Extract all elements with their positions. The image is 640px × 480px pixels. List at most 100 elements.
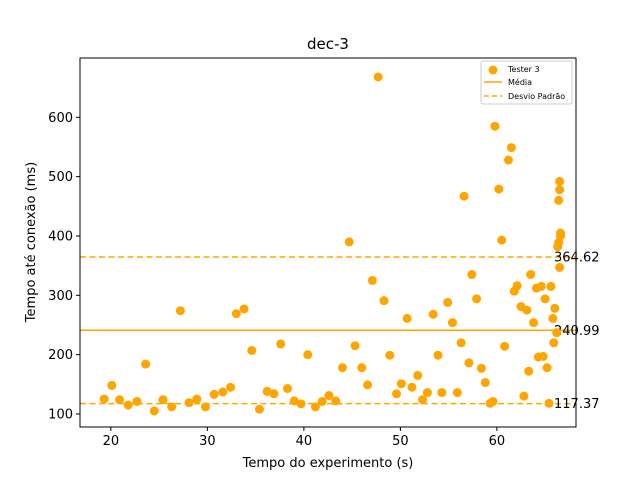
axes: 20 30 40 50 60 100 200 300 400 500 600 bbox=[48, 111, 505, 449]
data-point bbox=[490, 121, 500, 131]
data-point bbox=[459, 191, 469, 201]
data-point bbox=[536, 281, 546, 291]
data-point bbox=[344, 237, 354, 247]
data-point bbox=[367, 275, 377, 285]
y-tick-label: 500 bbox=[48, 170, 73, 185]
data-point bbox=[550, 303, 560, 313]
data-point bbox=[317, 396, 327, 406]
data-point bbox=[413, 370, 423, 380]
data-point bbox=[542, 363, 552, 373]
data-point bbox=[107, 380, 117, 390]
data-point bbox=[396, 379, 406, 389]
data-point bbox=[480, 378, 490, 388]
data-point bbox=[132, 396, 142, 406]
data-point bbox=[546, 281, 556, 291]
data-point bbox=[443, 297, 453, 307]
data-point bbox=[167, 402, 177, 412]
data-point bbox=[184, 398, 194, 408]
data-point bbox=[526, 270, 536, 280]
legend-label-media: Média bbox=[508, 77, 532, 87]
data-point bbox=[392, 389, 402, 399]
x-tick-label: 20 bbox=[103, 434, 120, 449]
data-point bbox=[296, 399, 306, 409]
data-point bbox=[276, 339, 286, 349]
data-point bbox=[540, 294, 550, 304]
data-point bbox=[310, 402, 320, 412]
data-point bbox=[373, 72, 383, 82]
legend: Tester 3 Média Desvio Padrão bbox=[480, 60, 573, 105]
data-point bbox=[303, 350, 313, 360]
x-tick-label: 30 bbox=[199, 434, 216, 449]
plot-marks: 240.99 364.62 117.37 bbox=[80, 72, 600, 416]
data-point bbox=[350, 341, 360, 351]
x-tick-label: 50 bbox=[392, 434, 409, 449]
data-point bbox=[488, 396, 498, 406]
data-point bbox=[554, 195, 564, 205]
data-point bbox=[555, 262, 565, 272]
data-point bbox=[447, 318, 457, 328]
legend-label-tester: Tester 3 bbox=[507, 65, 540, 74]
data-point bbox=[407, 382, 417, 392]
data-point bbox=[337, 363, 347, 373]
data-point bbox=[500, 341, 510, 351]
data-point bbox=[472, 294, 482, 304]
y-tick-label: 400 bbox=[48, 229, 73, 244]
data-point bbox=[433, 350, 443, 360]
data-point bbox=[552, 328, 562, 338]
data-point bbox=[218, 387, 228, 397]
data-point bbox=[324, 391, 334, 401]
x-tick-label: 60 bbox=[489, 434, 506, 449]
data-point bbox=[379, 296, 389, 306]
data-point bbox=[402, 313, 412, 323]
data-point bbox=[467, 270, 477, 280]
data-point bbox=[506, 143, 516, 153]
data-point bbox=[494, 184, 504, 194]
data-point bbox=[123, 400, 133, 410]
data-point bbox=[555, 176, 565, 186]
data-point bbox=[200, 402, 210, 412]
data-point bbox=[226, 382, 236, 392]
reference-line-label-0: 240.99 bbox=[554, 324, 600, 339]
data-point bbox=[549, 338, 559, 348]
reference-line-label-1: 364.62 bbox=[554, 250, 600, 265]
data-point bbox=[239, 304, 249, 314]
data-point bbox=[556, 228, 566, 238]
data-point bbox=[141, 359, 151, 369]
data-point bbox=[331, 396, 341, 406]
data-point bbox=[544, 398, 554, 408]
data-point bbox=[357, 363, 367, 373]
y-tick-label: 300 bbox=[48, 289, 73, 304]
plot-frame bbox=[79, 57, 577, 428]
y-axis-label: Tempo até conexão (ms) bbox=[24, 162, 39, 323]
x-tick-label: 40 bbox=[296, 434, 313, 449]
x-axis-label: Tempo do experimento (s) bbox=[242, 456, 414, 471]
data-point bbox=[231, 309, 241, 319]
data-point bbox=[456, 338, 466, 348]
data-point bbox=[464, 358, 474, 368]
reference-line-label-2: 117.37 bbox=[554, 397, 600, 412]
data-point bbox=[437, 388, 447, 398]
legend-label-desvio: Desvio Padrão bbox=[508, 92, 565, 101]
data-point bbox=[254, 404, 264, 414]
data-point bbox=[175, 306, 185, 316]
data-point bbox=[512, 281, 522, 291]
data-point bbox=[158, 395, 168, 405]
data-point bbox=[422, 388, 432, 398]
data-point bbox=[555, 185, 565, 195]
data-point bbox=[452, 388, 462, 398]
data-point bbox=[363, 380, 373, 390]
data-point bbox=[115, 395, 125, 405]
data-point bbox=[428, 309, 438, 319]
data-point bbox=[99, 394, 109, 404]
data-point bbox=[519, 391, 529, 401]
y-tick-label: 600 bbox=[48, 111, 73, 126]
data-point bbox=[385, 350, 395, 360]
data-point bbox=[262, 386, 272, 396]
data-point bbox=[503, 155, 513, 165]
data-point bbox=[418, 395, 428, 405]
data-point bbox=[538, 351, 548, 361]
data-point bbox=[476, 363, 486, 373]
chart-title: dec-3 bbox=[307, 35, 349, 53]
data-point bbox=[548, 313, 558, 323]
